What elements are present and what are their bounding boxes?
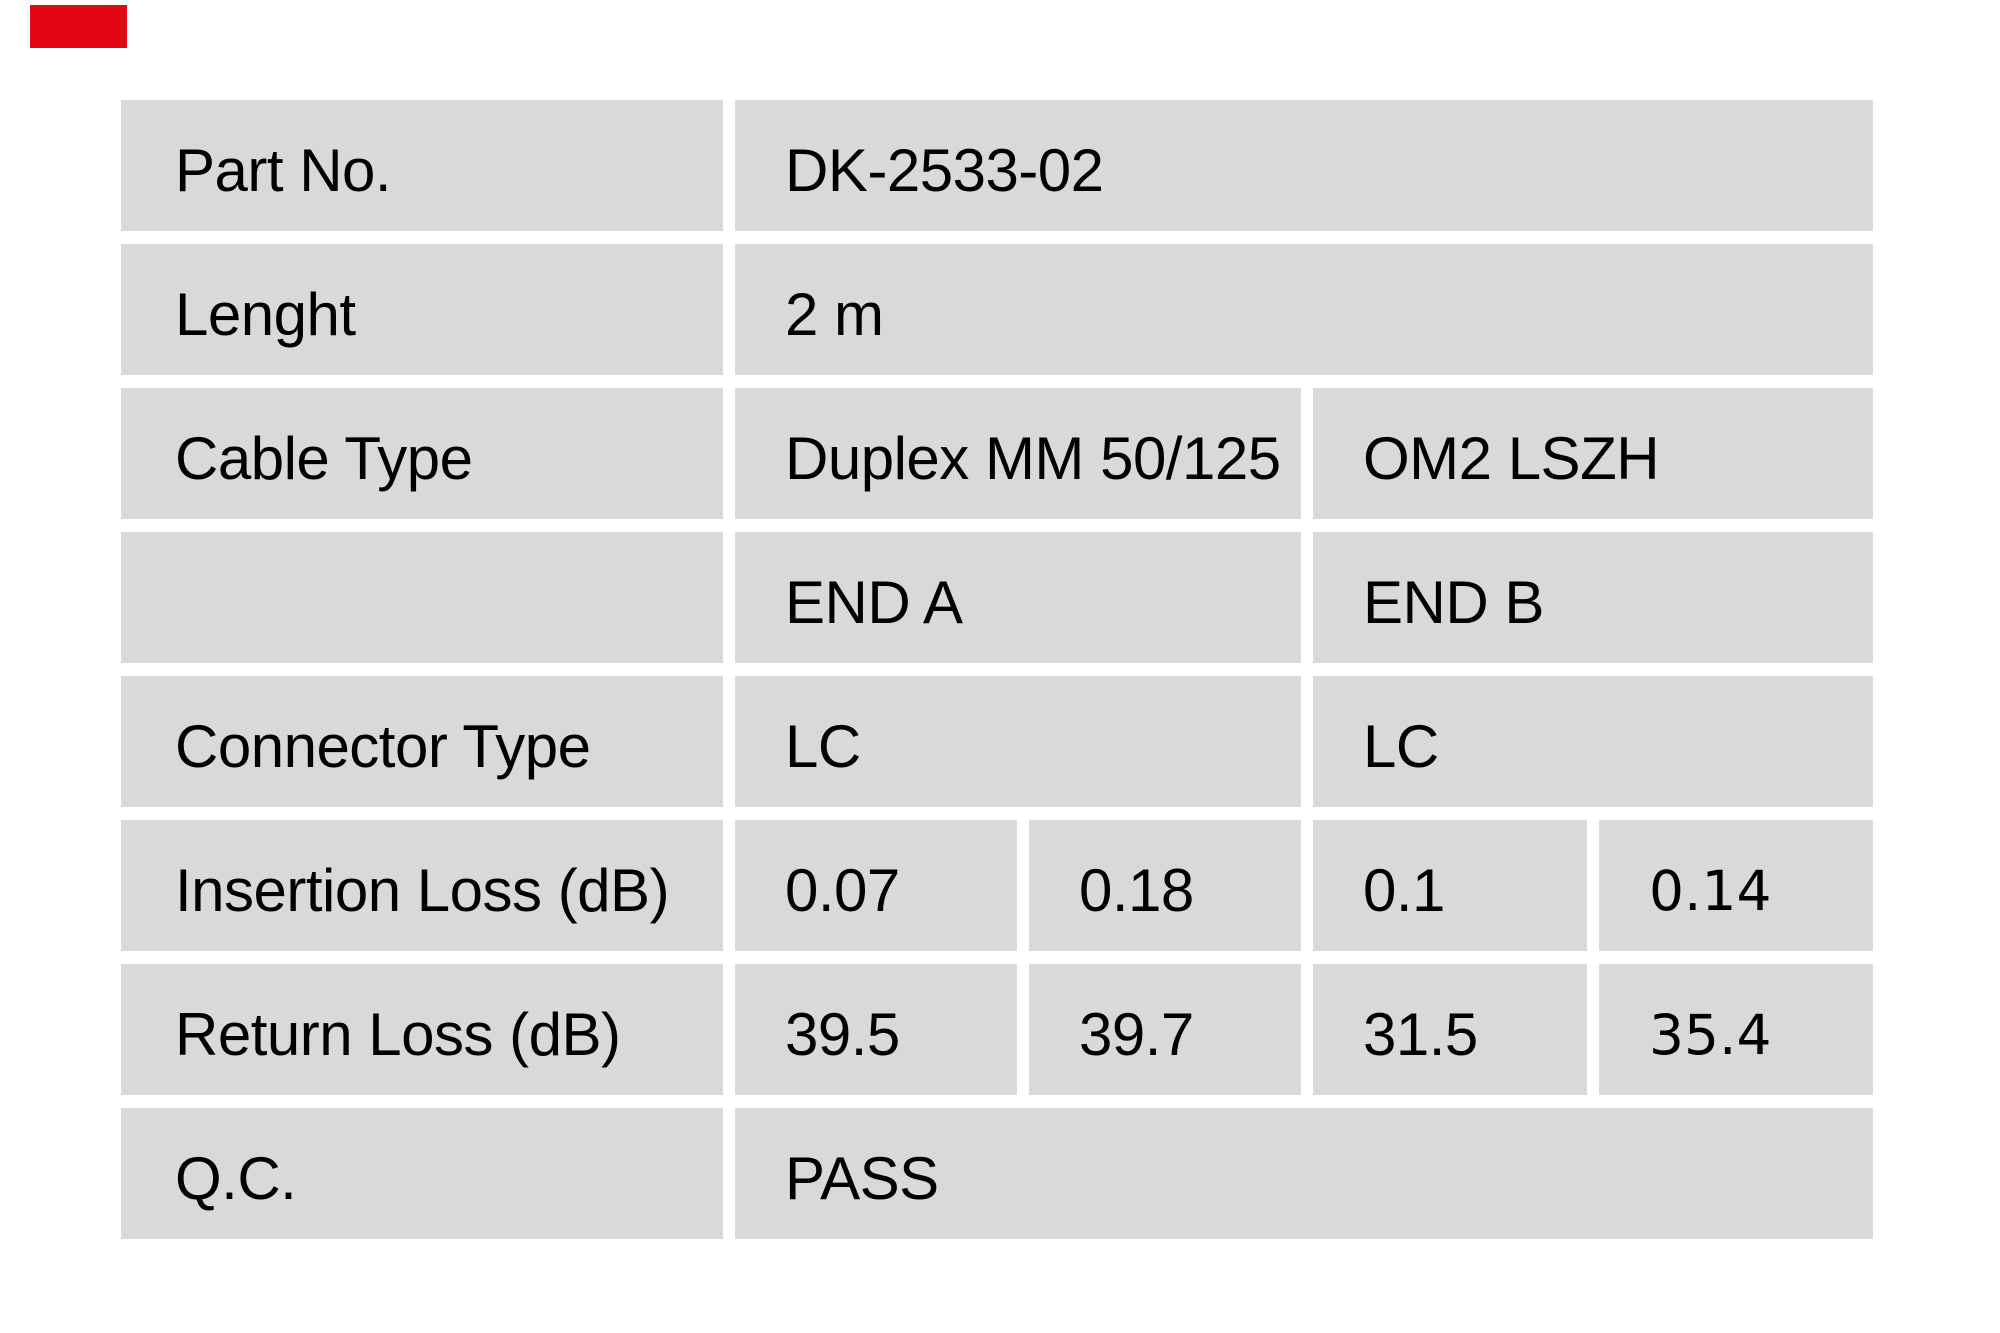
row-label-part-no: Part No. [121, 100, 723, 231]
row-label-connector-type: Connector Type [121, 676, 723, 807]
value-insertion-loss-b2: 0.14 [1599, 820, 1873, 951]
value-qc-result: PASS [735, 1108, 1873, 1239]
brand-logo-mark [30, 5, 127, 48]
value-return-loss-a2: 39.7 [1029, 964, 1301, 1095]
row-label-length: Lenght [121, 244, 723, 375]
value-part-no: DK-2533-02 [735, 100, 1873, 231]
value-return-loss-b1: 31.5 [1313, 964, 1587, 1095]
row-label-qc: Q.C. [121, 1108, 723, 1239]
row-label-empty [121, 532, 723, 663]
value-length: 2 m [735, 244, 1873, 375]
row-label-cable-type: Cable Type [121, 388, 723, 519]
value-connector-end-b: LC [1313, 676, 1873, 807]
value-insertion-loss-a2: 0.18 [1029, 820, 1301, 951]
header-end-b: END B [1313, 532, 1873, 663]
value-return-loss-a1: 39.5 [735, 964, 1017, 1095]
value-return-loss-b2: 35.4 [1599, 964, 1873, 1095]
spec-table: Part No. DK-2533-02 Lenght 2 m Cable Typ… [121, 100, 1873, 1239]
row-label-insertion-loss: Insertion Loss (dB) [121, 820, 723, 951]
value-insertion-loss-a1: 0.07 [735, 820, 1017, 951]
value-cable-type-b: OM2 LSZH [1313, 388, 1873, 519]
value-cable-type-a: Duplex MM 50/125 [735, 388, 1301, 519]
header-end-a: END A [735, 532, 1301, 663]
row-label-return-loss: Return Loss (dB) [121, 964, 723, 1095]
value-insertion-loss-b1: 0.1 [1313, 820, 1587, 951]
value-connector-end-a: LC [735, 676, 1301, 807]
